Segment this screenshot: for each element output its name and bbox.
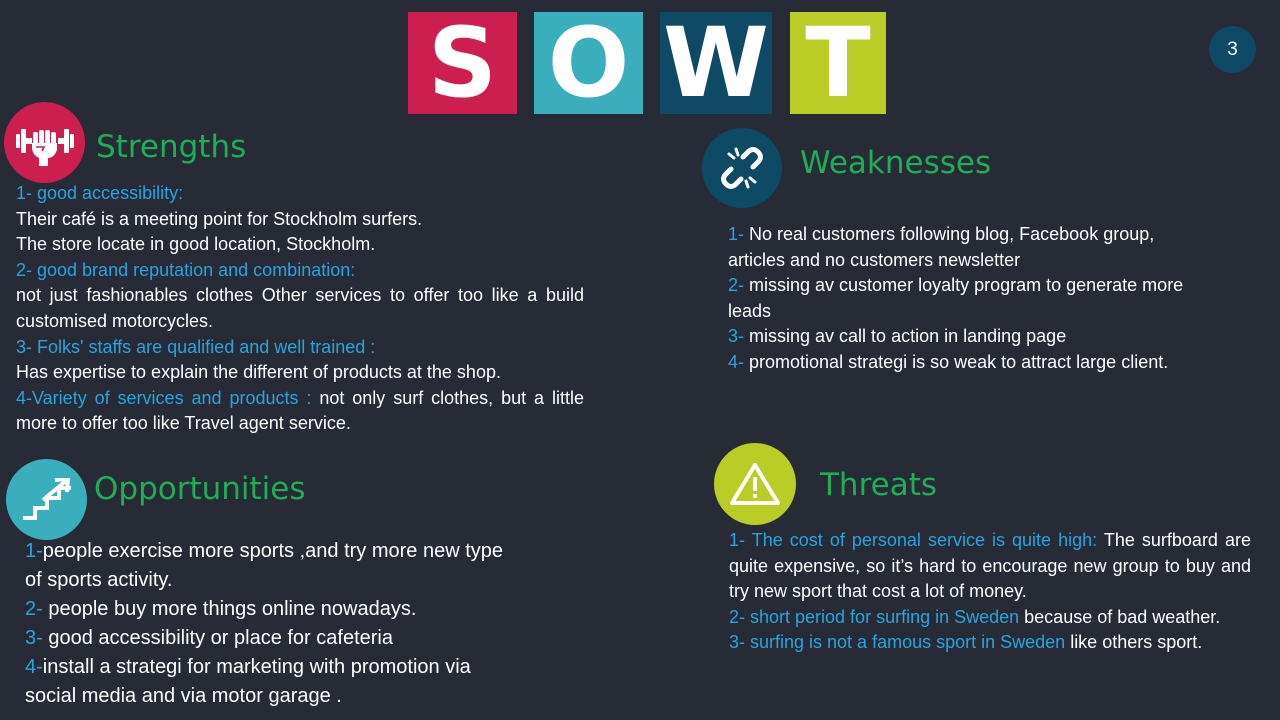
weakness-4: 4- promotional strategi is so weak to at… [728,350,1198,376]
weakness-4-number: 4- [728,351,745,372]
weaknesses-heading: Weaknesses [800,145,992,181]
opportunity-2-number: 2- [25,598,43,620]
threat-2-text: because of bad weather. [1019,606,1221,627]
weaknesses-list: 1- No real customers following blog, Fac… [728,222,1198,376]
strength-4-body: not only surf clothes, but a little more… [16,387,584,434]
threat-1-title: 1- The cost of personal service is quite… [729,530,1098,550]
weakness-2-text: missing av customer loyalty program to g… [728,275,1184,321]
threats-list: 1- The cost of personal service is quite… [729,528,1251,656]
strength-4: 4-Variety of services and products : not… [16,386,584,437]
threats-heading: Threats [820,467,938,503]
threat-3-text: like others sport. [1065,632,1203,653]
opportunity-3-number: 3- [25,627,43,649]
weakness-3-text: missing av call to action in landing pag… [744,326,1067,347]
broken-link-icon [702,128,782,208]
opportunity-1: 1-people exercise more sports ,and try m… [25,537,515,595]
weakness-3-number: 3- [728,326,745,347]
threat-1: 1- The cost of personal service is quite… [729,528,1251,605]
weakness-1-text: No real customers following blog, Facebo… [728,224,1155,270]
opportunity-4-text: install a strategi for marketing with pr… [25,656,471,707]
threat-2-title: 2- short period for surfing in Sweden [729,606,1020,627]
threat-1-text: The surfboard are quite expensive, so it… [729,530,1251,602]
stairs-up-arrow-icon [6,459,87,540]
opportunities-heading: Opportunities [94,471,306,507]
opportunity-4: 4-install a strategi for marketing with … [25,653,515,711]
opportunity-3-text: good accessibility or place for cafeteri… [42,627,393,649]
strength-3-title: 3- Folks' staffs are qualified and well … [16,336,376,357]
threat-3-title: 3- surfing is not a famous sport in Swed… [729,632,1066,653]
title-tile-o: O [534,12,643,114]
opportunities-list: 1-people exercise more sports ,and try m… [25,537,515,711]
opportunity-2-text: people buy more things online nowadays. [42,598,417,620]
strength-2-body: not just fashionables clothes Other serv… [16,285,584,331]
strengths-heading: Strengths [96,129,247,165]
strength-3-body: Has expertise to explain the different o… [16,362,501,383]
weakness-1: 1- No real customers following blog, Fac… [728,222,1198,273]
strength-2-title: 2- good brand reputation and combination… [16,259,356,280]
threat-2: 2- short period for surfing in Sweden be… [729,605,1251,631]
title-tile-w: W [660,12,772,114]
strength-1-title: 1- good accessibility: [16,183,184,203]
weakness-3: 3- missing av call to action in landing … [728,324,1198,350]
opportunity-1-text: people exercise more sports ,and try mor… [25,540,504,591]
strengths-list: 1- good accessibility: Their café is a m… [16,181,584,437]
page-number: 3 [1209,26,1256,73]
strength-1-line-1: Their café is a meeting point for Stockh… [16,208,423,229]
title-tile-s: S [408,12,517,114]
weakness-2: 2- missing av customer loyalty program t… [728,273,1198,324]
opportunity-2: 2- people buy more things online nowaday… [25,595,515,624]
weakness-2-number: 2- [728,275,745,296]
title-tile-t: T [790,12,886,114]
opportunity-1-number: 1- [25,540,43,562]
fist-dumbbell-icon [4,102,85,183]
weakness-1-number: 1- [728,224,745,244]
opportunity-3: 3- good accessibility or place for cafet… [25,624,515,653]
opportunity-4-number: 4- [25,656,43,678]
weakness-4-text: promotional strategi is so weak to attra… [744,351,1169,372]
warning-triangle-icon [714,443,796,525]
strength-1-line-2: The store locate in good location, Stock… [16,234,376,255]
threat-3: 3- surfing is not a famous sport in Swed… [729,630,1251,656]
strength-4-title: 4-Variety of services and products : [16,387,312,408]
